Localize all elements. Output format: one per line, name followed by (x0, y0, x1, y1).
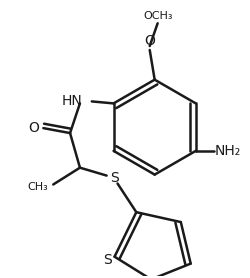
Text: CH₃: CH₃ (28, 182, 48, 192)
Text: O: O (144, 34, 154, 48)
Text: OCH₃: OCH₃ (142, 11, 172, 21)
Text: HN: HN (61, 95, 82, 108)
Text: S: S (102, 253, 111, 267)
Text: O: O (28, 121, 39, 135)
Text: NH₂: NH₂ (214, 144, 240, 158)
Text: S: S (110, 171, 118, 185)
